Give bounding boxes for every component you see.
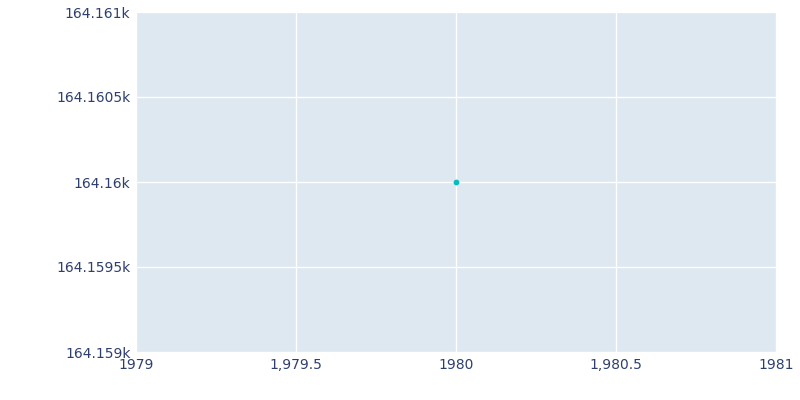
Point (450, 179, 462, 185)
